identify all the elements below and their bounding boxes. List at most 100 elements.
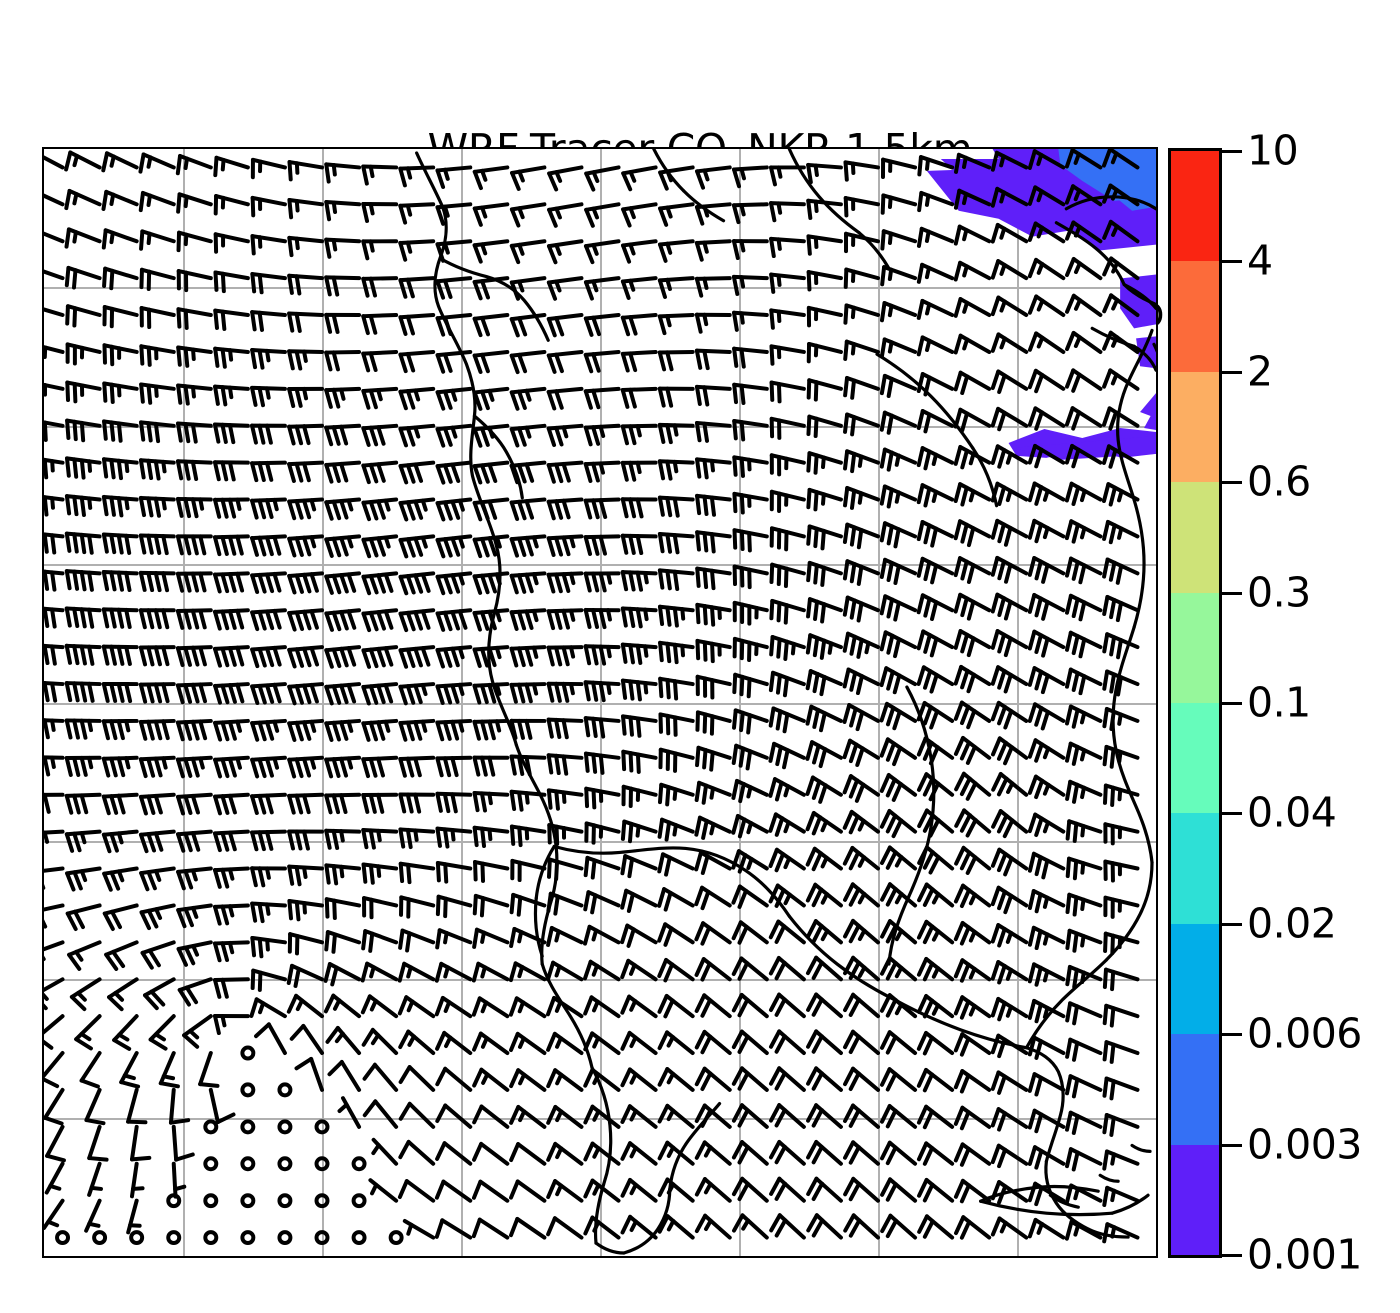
wind-barb bbox=[398, 313, 436, 336]
wind-barb bbox=[546, 497, 584, 521]
wind-barb bbox=[990, 186, 1029, 208]
calm-wind-symbol bbox=[240, 1193, 256, 1209]
wind-barb bbox=[44, 792, 65, 814]
wind-barb bbox=[44, 1014, 65, 1050]
wind-barb bbox=[250, 968, 287, 992]
wind-barb bbox=[435, 202, 473, 226]
wind-barb bbox=[287, 571, 324, 595]
wind-barb bbox=[112, 1014, 139, 1051]
wind-barb bbox=[583, 534, 621, 556]
wind-barb bbox=[212, 977, 250, 999]
wind-barb bbox=[361, 202, 399, 223]
colorbar[interactable] bbox=[1168, 148, 1222, 1258]
wind-barb bbox=[953, 260, 992, 282]
wind-barb bbox=[44, 1198, 65, 1230]
wind-barb bbox=[324, 200, 362, 222]
wind-barb bbox=[991, 809, 1029, 839]
wind-barb bbox=[434, 995, 473, 1019]
wind-barb bbox=[212, 571, 250, 594]
wind-barb bbox=[138, 458, 176, 481]
map-plot-area[interactable] bbox=[42, 147, 1158, 1258]
wind-barb bbox=[398, 497, 436, 522]
wind-barb bbox=[732, 382, 769, 405]
wind-barb bbox=[584, 165, 621, 192]
wind-barb bbox=[250, 645, 287, 669]
wind-barb bbox=[198, 1051, 220, 1088]
wind-barb bbox=[694, 780, 732, 805]
wind-barb bbox=[435, 571, 473, 596]
wind-barb bbox=[1027, 738, 1066, 763]
wind-barb bbox=[620, 1141, 658, 1166]
wind-barb bbox=[287, 645, 324, 669]
wind-barb bbox=[657, 422, 695, 445]
wind-barb bbox=[953, 883, 992, 909]
wind-barb bbox=[1065, 593, 1103, 622]
wind-barb bbox=[361, 239, 399, 261]
wind-barb bbox=[398, 861, 436, 885]
wind-barb bbox=[212, 534, 250, 557]
wind-barb bbox=[250, 608, 287, 632]
wind-barb bbox=[879, 1104, 918, 1129]
wind-barb bbox=[917, 1177, 955, 1203]
wind-barb bbox=[657, 782, 695, 807]
wind-barb bbox=[621, 784, 658, 809]
wind-barb bbox=[916, 372, 955, 397]
wind-barb bbox=[732, 672, 769, 699]
wind-barb bbox=[1065, 1074, 1103, 1099]
wind-barb bbox=[731, 920, 769, 945]
wind-barb bbox=[621, 239, 658, 264]
wind-barb bbox=[621, 165, 658, 192]
wind-barb bbox=[657, 1177, 695, 1203]
wind-barb bbox=[435, 1103, 473, 1129]
wind-barb bbox=[694, 239, 732, 262]
wind-barb bbox=[509, 789, 547, 812]
wind-barb bbox=[769, 489, 806, 513]
wind-barb bbox=[129, 1161, 145, 1199]
wind-barb bbox=[1027, 331, 1066, 354]
wind-barb bbox=[324, 460, 362, 484]
wind-barb bbox=[509, 571, 547, 595]
wind-barb bbox=[1027, 556, 1066, 584]
wind-barb bbox=[953, 592, 992, 621]
wind-barb bbox=[916, 1067, 955, 1093]
wind-barb bbox=[917, 808, 955, 838]
wind-barb bbox=[731, 1029, 769, 1056]
wind-barb bbox=[879, 1140, 918, 1166]
wind-barb bbox=[546, 313, 584, 338]
wind-barb bbox=[879, 521, 918, 549]
wind-barb bbox=[175, 718, 213, 742]
wind-barb bbox=[880, 882, 918, 908]
wind-barb bbox=[657, 1140, 695, 1166]
wind-barb bbox=[509, 202, 547, 228]
wind-barb bbox=[621, 749, 658, 774]
wind-barb bbox=[361, 460, 399, 485]
calm-wind-symbol bbox=[166, 1230, 182, 1246]
wind-barb bbox=[212, 1013, 250, 1035]
wind-barb bbox=[250, 385, 287, 408]
wind-barb bbox=[953, 958, 992, 983]
wind-barb bbox=[435, 1066, 473, 1092]
wind-barb bbox=[583, 607, 621, 630]
wind-barb bbox=[138, 829, 176, 854]
wind-barb bbox=[1065, 741, 1103, 766]
wind-barb bbox=[545, 960, 584, 982]
wind-barb bbox=[44, 532, 65, 555]
wind-barb bbox=[361, 828, 399, 850]
wind-barb bbox=[287, 755, 324, 779]
wind-barb bbox=[731, 274, 769, 296]
wind-barb bbox=[139, 229, 176, 251]
wind-barb bbox=[472, 718, 510, 741]
wind-barb bbox=[806, 1140, 843, 1166]
wind-barb bbox=[176, 192, 213, 214]
wind-barb bbox=[138, 682, 176, 704]
wind-barb bbox=[768, 1029, 806, 1056]
colorbar-band bbox=[1171, 813, 1219, 924]
wind-barb bbox=[361, 718, 399, 742]
wind-barb bbox=[287, 792, 324, 815]
calm-wind-symbol bbox=[277, 1082, 293, 1098]
colorbar-band bbox=[1171, 702, 1219, 814]
wind-barb bbox=[546, 534, 584, 557]
wind-barb bbox=[250, 866, 287, 888]
wind-barb bbox=[74, 1014, 102, 1051]
wind-barb bbox=[695, 674, 732, 700]
